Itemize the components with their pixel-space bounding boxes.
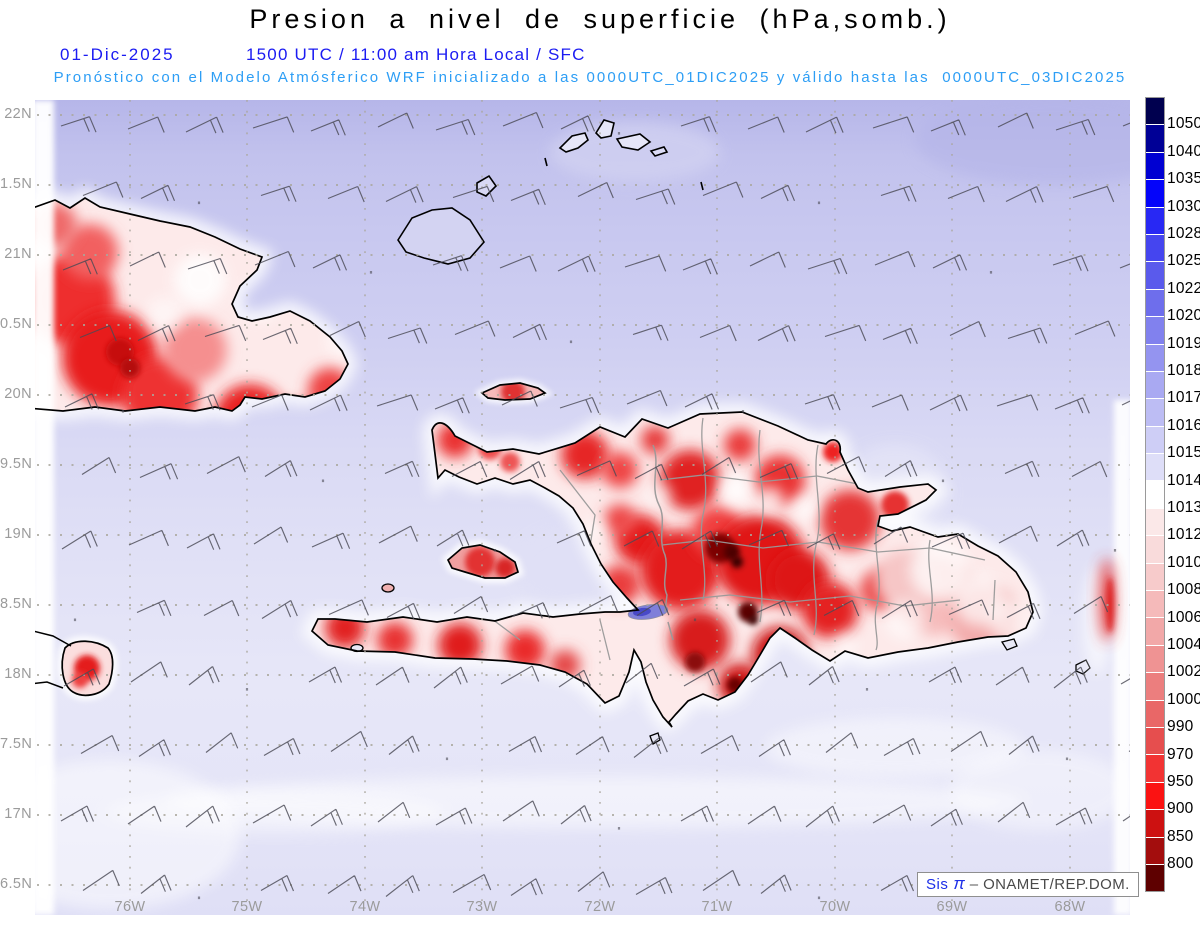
colorbar-value: 800 — [1167, 855, 1194, 873]
lat-label: 1.5N — [0, 176, 33, 192]
colorbar-cell — [1146, 618, 1164, 646]
model-run-info: Pronóstico con el Modelo Atmósferico WRF… — [53, 69, 1127, 86]
lon-label: 72W — [584, 899, 616, 915]
colorbar-cell — [1146, 700, 1164, 728]
colorbar-cell — [1146, 317, 1164, 345]
wind-barbs — [60, 111, 1130, 900]
calm-wind-dots — [73, 132, 1117, 900]
pressure-map — [35, 100, 1130, 915]
colorbar-value: 1020 — [1167, 307, 1200, 325]
colorbar-cell — [1146, 426, 1164, 455]
colorbar-value: 1004 — [1167, 636, 1200, 653]
colorbar-cell — [1146, 782, 1164, 811]
colorbar-value: 970 — [1167, 745, 1194, 763]
colorbar-cell — [1146, 755, 1164, 783]
colorbar-value: 1018 — [1167, 362, 1200, 379]
colorbar-value: 1050 — [1167, 115, 1200, 133]
domain-edge-strips — [35, 100, 1130, 915]
lat-label: 19N — [4, 526, 32, 542]
colorbar-value: 900 — [1167, 800, 1194, 818]
lat-label: 17N — [4, 806, 32, 822]
lat-label: 0.5N — [0, 316, 33, 332]
org-name: ONAMET/REP.DOM. — [983, 876, 1130, 893]
jamaica-tip — [62, 641, 113, 696]
lon-label: 74W — [349, 899, 381, 915]
colorbar-cell — [1146, 180, 1164, 208]
lat-label: 18N — [4, 666, 32, 682]
wind-barb-glyphs — [60, 111, 1130, 897]
colorbar-value: 1002 — [1167, 663, 1200, 681]
lon-label: 68W — [1054, 899, 1086, 915]
lat-label: 8.5N — [0, 596, 33, 612]
colorbar-cell — [1146, 371, 1164, 400]
colorbar-cell — [1146, 837, 1164, 865]
lat-label: 9.5N — [0, 456, 33, 472]
colorbar-value: 1000 — [1167, 690, 1200, 708]
colorbar-cell — [1146, 864, 1164, 892]
colorbar-cell — [1146, 234, 1164, 263]
colorbar-cell — [1146, 645, 1164, 674]
coastlines — [35, 197, 1034, 728]
colorbar-cell — [1146, 207, 1164, 235]
colorbar-cell — [1146, 563, 1164, 592]
colorbar-value: 990 — [1167, 718, 1194, 736]
colorbar-cell — [1146, 262, 1164, 290]
colorbar-value: 1040 — [1167, 142, 1200, 160]
colorbar-value: 850 — [1167, 827, 1194, 845]
pi-logo: π — [953, 874, 965, 893]
colorbar-cell — [1146, 152, 1164, 181]
colorbar-cell — [1146, 536, 1164, 564]
pressure-colorbar — [1145, 97, 1165, 893]
page-title: Presion a nivel de superficie (hPa,somb.… — [249, 4, 951, 34]
colorbar-value: 1006 — [1167, 608, 1200, 626]
colorbar-value: 1016 — [1167, 416, 1200, 434]
colorbar-value: 1028 — [1167, 225, 1200, 242]
lon-label: 75W — [231, 899, 263, 915]
colorbar-value: 1010 — [1167, 553, 1200, 571]
colorbar-cell — [1146, 673, 1164, 701]
lat-label: 6.5N — [0, 876, 33, 892]
lon-label: 69W — [936, 899, 968, 915]
colorbar-value: 1017 — [1167, 389, 1200, 407]
colorbar-value: 1030 — [1167, 197, 1200, 215]
lon-label: 76W — [114, 899, 146, 915]
colorbar-value: 1035 — [1167, 170, 1200, 188]
sea-surface — [35, 100, 1130, 915]
small-islands — [350, 119, 1091, 745]
colorbar-value: 1015 — [1167, 444, 1200, 462]
colorbar-cell — [1146, 810, 1164, 838]
forecast-date: 01-Dic-2025 — [60, 45, 175, 64]
colorbar-cell — [1146, 481, 1164, 509]
lon-label: 71W — [701, 899, 733, 915]
colorbar-value: 1019 — [1167, 334, 1200, 352]
colorbar-cell — [1146, 591, 1164, 619]
colorbar-value: 950 — [1167, 773, 1194, 790]
colorbar-cell — [1146, 125, 1164, 153]
lat-label: 7.5N — [0, 736, 33, 752]
colorbar-cell — [1146, 508, 1164, 537]
lon-label: 73W — [466, 899, 498, 915]
lon-label: 70W — [819, 899, 851, 915]
lat-label: 21N — [4, 246, 32, 262]
lat-label: 20N — [4, 386, 32, 402]
colorbar-cell — [1146, 399, 1164, 427]
colorbar-value: 1012 — [1167, 526, 1200, 544]
brand-separator: – — [969, 876, 979, 893]
graticule — [37, 100, 1130, 905]
forecast-time: 1500 UTC / 11:00 am Hora Local / SFC — [246, 45, 586, 64]
colorbar-value: 1022 — [1167, 279, 1200, 297]
branding-box: Sis π – ONAMET/REP.DOM. — [917, 872, 1139, 897]
colorbar-cell — [1146, 344, 1164, 372]
colorbar-value: 1025 — [1167, 252, 1200, 270]
colorbar-cell — [1146, 454, 1164, 482]
app-name: Sis — [926, 876, 949, 893]
colorbar-value: 1014 — [1167, 471, 1200, 489]
colorbar-cell — [1146, 727, 1164, 756]
lat-label: 22N — [4, 106, 32, 122]
colorbar-value: 1008 — [1167, 581, 1200, 599]
colorbar-cell — [1146, 289, 1164, 318]
colorbar-value: 1013 — [1167, 499, 1200, 516]
colorbar-cell — [1146, 98, 1164, 126]
